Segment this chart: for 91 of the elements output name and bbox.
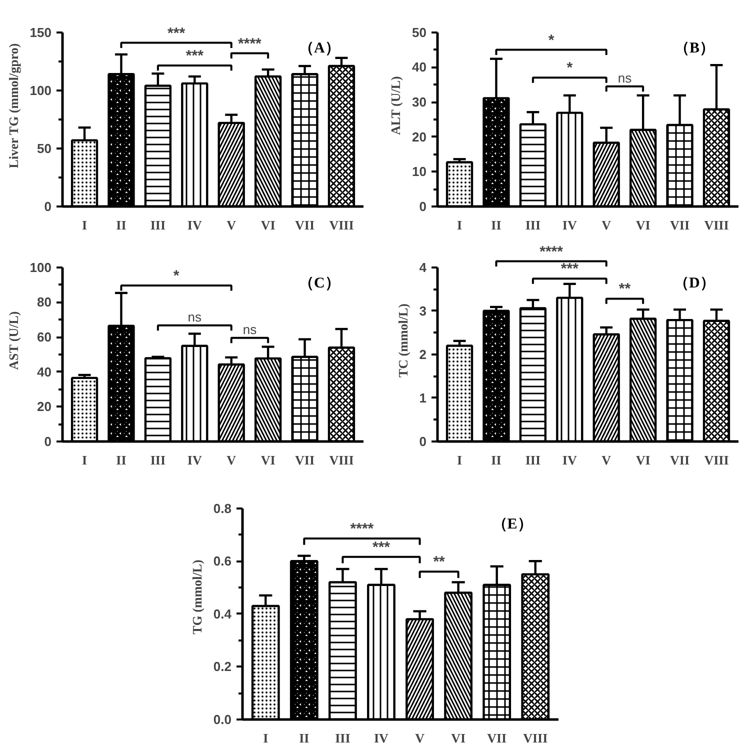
y-tick-label: 0 [44,199,52,214]
annotation: *** [186,47,204,64]
x-tick-label: III [525,452,541,468]
x-tick-label: III [150,452,166,468]
annotation: **** [350,520,374,538]
y-tick-label: 2 [419,346,427,362]
annotation: * [566,60,573,77]
annotation: ** [433,554,446,571]
y-tick-label: 80 [37,294,52,310]
y-tick-label: 20 [37,399,52,414]
y-tick-label: 0.8 [213,500,232,516]
y-tick-label: 0 [419,434,427,449]
annotation: *** [372,538,390,556]
x-tick-label: II [299,730,310,746]
x-tick-label: V [226,218,237,232]
x-tick-label: II [491,452,502,468]
x-tick-label: VIII [523,730,548,746]
x-tick-label: VIII [329,452,354,468]
x-tick-label: I [82,218,88,232]
x-tick-label: IV [187,218,202,232]
annotation: ** [618,280,631,298]
y-axis-title: ALT (U/L) [388,76,404,136]
y-axis-title: TC (mmol/L) [395,303,410,378]
x-tick-label: I [456,218,462,232]
y-tick-label: 60 [37,330,52,345]
y-tick-label: 0 [44,434,52,449]
y-axis-title: TG (mmol/L) [189,560,204,634]
y-tick-label: 40 [37,364,52,380]
x-tick-label: II [116,218,126,232]
annotation: ns [618,70,632,86]
annotation: * [548,32,554,49]
y-tick-label: 0.0 [213,712,232,727]
x-tick-label: I [82,452,88,468]
y-axis-title: Liver TG (mmol/gpro) [6,43,21,168]
y-tick-label: 150 [30,24,52,40]
y-tick-label: 50 [37,140,52,156]
x-tick-label: VII [670,218,690,232]
y-tick-label: 20 [412,129,427,144]
x-tick-label: III [335,730,350,746]
y-tick-label: 10 [412,164,427,180]
annotation: *** [168,24,186,42]
y-tick-label: 40 [412,60,427,75]
y-tick-label: 0.6 [213,554,232,569]
annotation: *** [560,260,579,278]
text: **** [540,243,564,260]
text: （D） [674,275,715,292]
text: （C） [299,275,340,292]
x-tick-label: VI [636,218,650,232]
annotation: ns [242,322,258,337]
y-tick-label: 50 [412,24,427,40]
x-tick-label: VIII [704,452,729,468]
y-tick-label: 0 [419,199,427,214]
y-tick-label: 4 [419,260,428,275]
x-tick-label: VI [451,730,466,746]
annotation: * [173,267,180,284]
x-tick-label: V [602,218,612,232]
text: （B） [674,40,714,56]
x-tick-label: VII [670,452,690,468]
y-tick-label: 0.4 [213,606,232,622]
x-tick-label: VIII [329,218,354,232]
x-tick-label: VII [487,730,507,746]
y-tick-label: 0.2 [213,659,232,674]
y-tick-label: 100 [30,82,52,98]
x-tick-label: IV [562,218,578,232]
x-tick-label: IV [374,730,390,746]
y-axis-title: AST (U/L) [6,311,21,370]
x-tick-label: II [491,218,502,232]
x-tick-label: III [525,218,541,232]
y-tick-label: 30 [412,94,427,110]
x-tick-label: I [456,452,462,468]
annotation: ns [188,309,202,324]
y-tick-label: 1 [419,390,427,406]
annotation: **** [238,35,262,52]
x-tick-label: VI [636,452,650,468]
x-tick-label: VI [260,218,276,232]
x-tick-label: VIII [704,218,729,232]
x-tick-label: V [226,452,237,468]
x-tick-label: IV [562,452,578,468]
x-tick-label: V [602,452,612,468]
x-tick-label: I [263,730,268,746]
x-tick-label: III [150,218,166,232]
x-tick-label: V [415,730,426,746]
text: （E） [492,516,532,532]
x-tick-label: VII [295,452,315,468]
y-tick-label: 3 [419,303,427,318]
x-tick-label: VI [260,452,276,468]
x-tick-label: II [116,452,126,468]
y-tick-label: 100 [30,260,52,275]
x-tick-label: VII [295,218,315,232]
text: （A） [299,40,340,56]
x-tick-label: IV [187,452,202,468]
